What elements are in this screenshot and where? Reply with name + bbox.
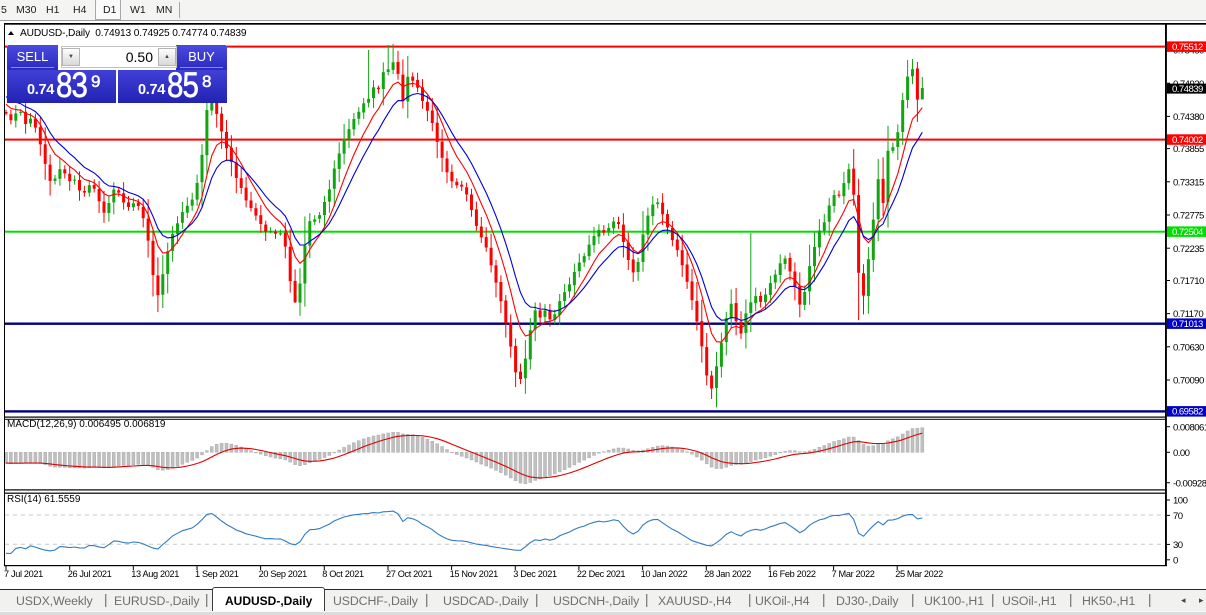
svg-text:0.75512: 0.75512 <box>1172 42 1203 53</box>
svg-text:22 Dec 2021: 22 Dec 2021 <box>577 569 625 579</box>
svg-text:0.73855: 0.73855 <box>1173 144 1204 155</box>
svg-text:0.72235: 0.72235 <box>1173 244 1204 255</box>
svg-text:0.71170: 0.71170 <box>1173 309 1203 320</box>
svg-text:0.008061: 0.008061 <box>1173 422 1206 433</box>
svg-text:-0.00928: -0.00928 <box>1173 478 1206 489</box>
svg-text:RSI(14) 61.5559: RSI(14) 61.5559 <box>7 494 81 505</box>
svg-text:0.72504: 0.72504 <box>1172 227 1204 238</box>
svg-text:15 Nov 2021: 15 Nov 2021 <box>450 569 498 579</box>
svg-text:7 Jul 2021: 7 Jul 2021 <box>4 569 43 579</box>
svg-text:7 Mar 2022: 7 Mar 2022 <box>832 569 875 579</box>
svg-text:20 Sep 2021: 20 Sep 2021 <box>259 569 308 579</box>
svg-text:0.74839: 0.74839 <box>1172 84 1203 95</box>
svg-text:10 Jan 2022: 10 Jan 2022 <box>641 569 688 579</box>
svg-text:0.71710: 0.71710 <box>1173 276 1204 287</box>
svg-text:26 Jul 2021: 26 Jul 2021 <box>68 569 112 579</box>
svg-text:0.00: 0.00 <box>1173 448 1190 459</box>
svg-text:27 Oct 2021: 27 Oct 2021 <box>386 569 432 579</box>
svg-text:0.70090: 0.70090 <box>1173 376 1204 387</box>
svg-text:70: 70 <box>1173 511 1183 522</box>
svg-text:0.69582: 0.69582 <box>1172 407 1203 418</box>
svg-text:28 Jan 2022: 28 Jan 2022 <box>704 569 751 579</box>
svg-text:0.72775: 0.72775 <box>1173 211 1204 222</box>
svg-text:0.71013: 0.71013 <box>1172 319 1203 330</box>
svg-text:0.70630: 0.70630 <box>1173 342 1204 353</box>
svg-text:30: 30 <box>1173 540 1183 551</box>
svg-text:MACD(12,26,9) 0.006495 0.00681: MACD(12,26,9) 0.006495 0.006819 <box>7 419 166 430</box>
svg-text:25 Mar 2022: 25 Mar 2022 <box>895 569 943 579</box>
svg-text:0.73315: 0.73315 <box>1173 177 1204 188</box>
svg-text:8 Oct 2021: 8 Oct 2021 <box>322 569 364 579</box>
svg-text:100: 100 <box>1173 496 1188 507</box>
svg-text:13 Aug 2021: 13 Aug 2021 <box>131 569 179 579</box>
svg-text:0.74002: 0.74002 <box>1172 135 1203 146</box>
svg-text:3 Dec 2021: 3 Dec 2021 <box>513 569 557 579</box>
svg-text:1 Sep 2021: 1 Sep 2021 <box>195 569 239 579</box>
svg-text:0.74380: 0.74380 <box>1173 112 1204 123</box>
svg-text:0: 0 <box>1173 555 1178 566</box>
svg-text:16 Feb 2022: 16 Feb 2022 <box>768 569 816 579</box>
